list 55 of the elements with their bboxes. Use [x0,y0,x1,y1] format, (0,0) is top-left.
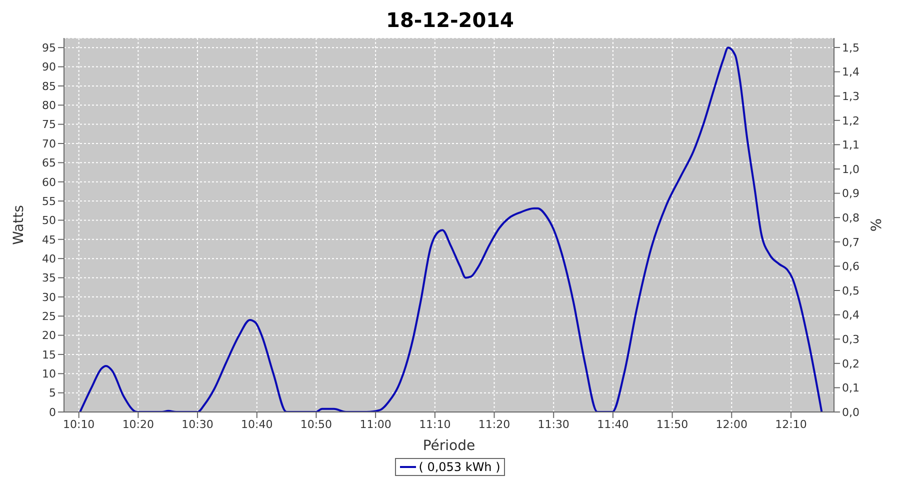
y-tick-label: 75 [42,118,56,132]
y-tick-label: 5 [49,386,56,400]
y2-tick-label: 0,7 [842,236,860,249]
y-tick-label: 90 [42,60,56,74]
x-tick-label: 11:10 [419,418,451,431]
y-tick-label: 30 [42,290,56,304]
y-tick-label: 45 [42,233,56,246]
y-tick-label: 85 [42,80,56,93]
x-tick-label: 10:20 [122,418,154,431]
y2-tick-label: 1,2 [842,114,860,128]
y-tick-label: 10 [42,368,56,381]
x-tick-label: 10:50 [300,418,332,431]
x-tick-label: 11:50 [656,418,688,431]
x-tick-label: 10:40 [241,418,273,431]
y2-tick-label: 0,6 [842,260,860,274]
x-axis-title: Période [422,438,476,454]
chart-title: 18-12-2014 [385,8,515,34]
y-tick-label: 60 [42,176,56,189]
y2-tick-label: 0,0 [842,406,860,419]
x-tick-label: 12:00 [716,418,748,431]
y-tick-label: 80 [42,99,56,112]
y2-tick-label: 1,4 [842,66,860,79]
x-tick-label: 10:10 [62,418,95,431]
y2-axis-title: % [868,218,885,232]
y2-tick-label: 0,3 [842,333,860,346]
y2-tick-label: 1,3 [842,90,860,103]
x-tick-label: 10:30 [182,418,214,431]
line-series [79,46,823,412]
y2-tick-label: 0,4 [842,308,860,322]
y-tick-label: 95 [42,41,56,54]
y-tick-label: 65 [42,156,56,170]
y2-tick-label: 0,8 [842,211,860,224]
y2-tick-label: 0,9 [842,187,860,200]
y-tick-label: 20 [42,329,56,342]
y2-tick-label: 1,1 [842,138,860,152]
legend-label: ( 0,053 kWh ) [418,460,500,474]
y2-tick-label: 0,1 [842,382,860,395]
y2-tick-label: 0,2 [842,357,860,370]
y-tick-label: 50 [42,214,56,228]
y2-tick-label: 1,0 [842,162,860,176]
y-tick-label: 35 [42,272,56,285]
x-tick-label: 11:40 [597,418,629,431]
y-tick-label: 0 [49,406,56,419]
y-tick-label: 70 [42,137,56,150]
x-tick-label: 11:20 [478,418,510,431]
x-tick-label: 11:00 [360,418,392,431]
y2-tick-label: 1,5 [842,41,860,54]
x-tick-label: 12:10 [775,418,807,431]
y-tick-label: 55 [42,194,56,208]
y-tick-label: 25 [42,310,56,324]
y-tick-label: 40 [42,252,56,266]
y-tick-label: 15 [42,348,56,362]
y-axis-title: Watts [10,205,27,245]
y2-tick-label: 0,5 [842,284,860,298]
x-tick-label: 11:30 [538,418,570,431]
